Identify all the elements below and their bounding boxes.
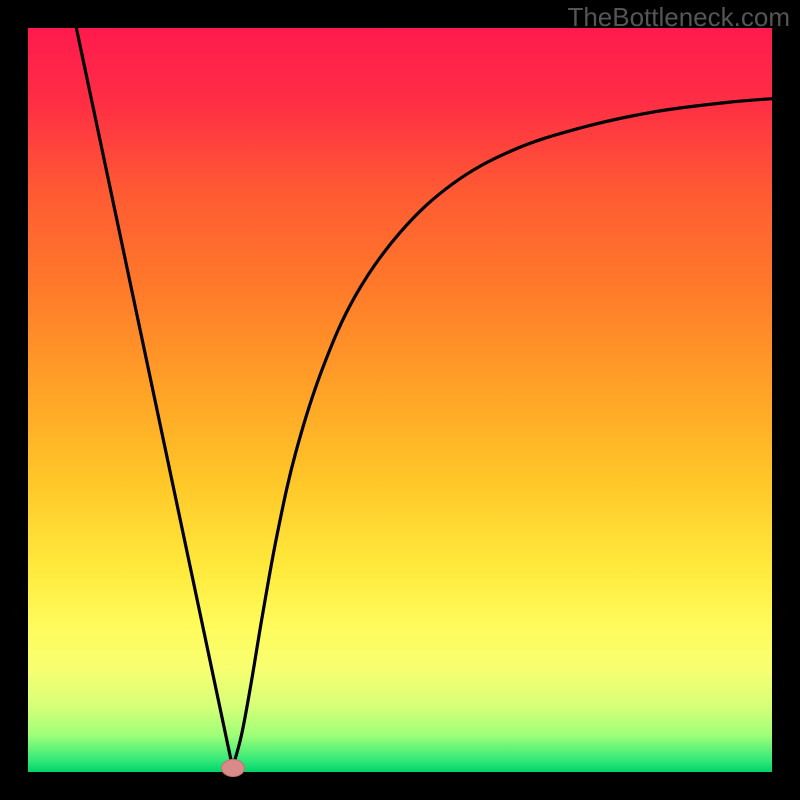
watermark-text: TheBottleneck.com [567,2,790,33]
bottleneck-curve [28,28,772,772]
chart-container: TheBottleneck.com [0,0,800,800]
plot-area [28,28,772,772]
curve-path [76,28,772,768]
minimum-marker [221,759,245,777]
